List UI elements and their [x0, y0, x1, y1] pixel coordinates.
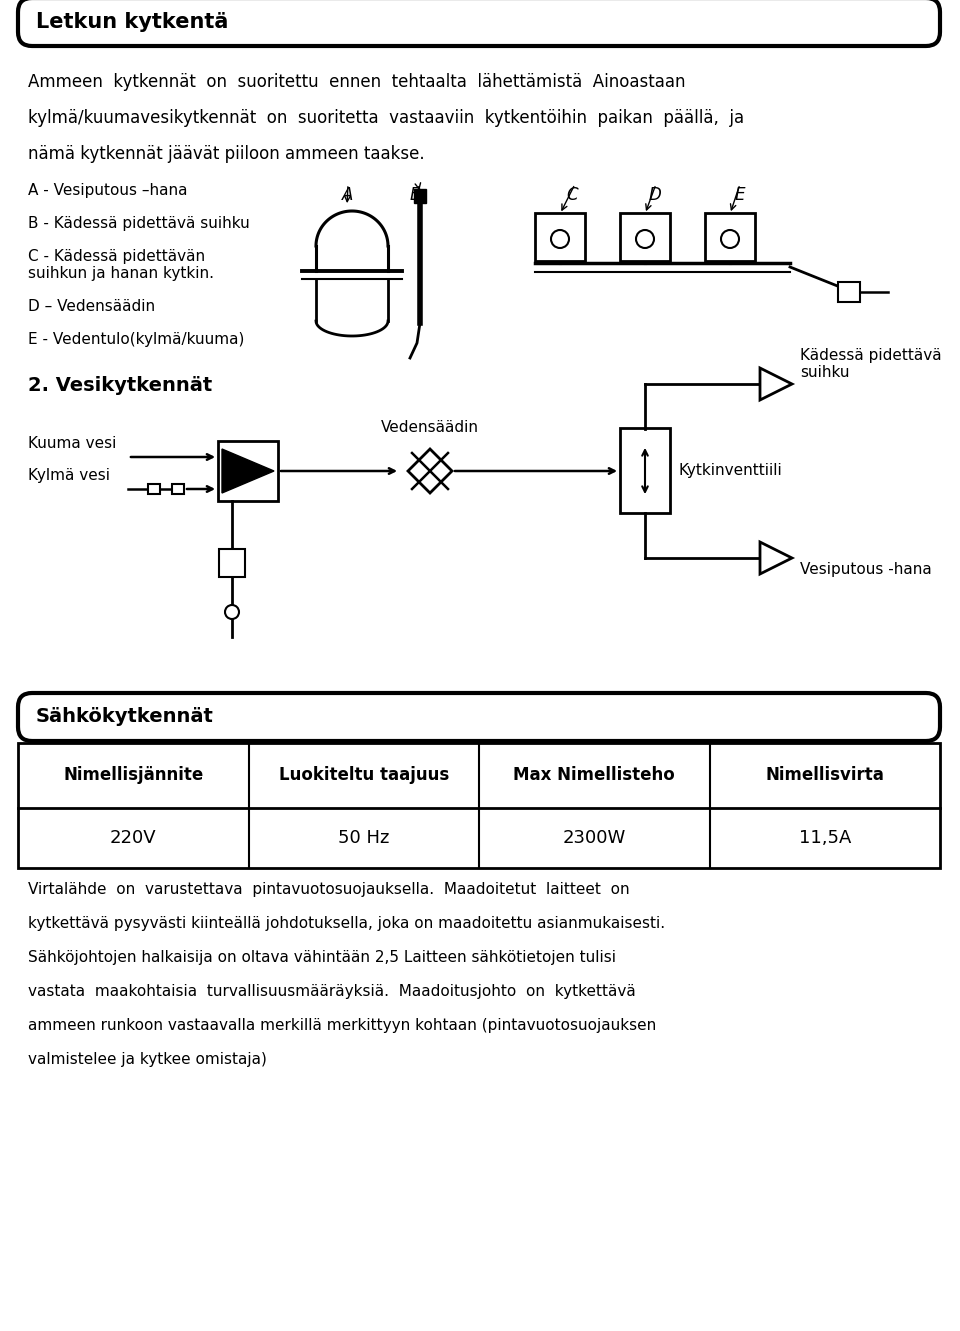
Polygon shape [760, 367, 792, 401]
Text: 11,5A: 11,5A [799, 829, 851, 847]
Text: Nimellisjännite: Nimellisjännite [63, 767, 204, 784]
Text: C - Kädessä pidettävän
suihkun ja hanan kytkin.: C - Kädessä pidettävän suihkun ja hanan … [28, 249, 214, 281]
Text: Virtalähde  on  varustettava  pintavuotosuojauksella.  Maadoitetut  laitteet  on: Virtalähde on varustettava pintavuotosuo… [28, 882, 630, 897]
Text: Ammeen  kytkennät  on  suoritettu  ennen  tehtaalta  lähettämistä  Ainoastaan: Ammeen kytkennät on suoritettu ennen teh… [28, 73, 685, 91]
Text: 2300W: 2300W [563, 829, 626, 847]
Text: ammeen runkoon vastaavalla merkillä merkittyyn kohtaan (pintavuotosuojauksen: ammeen runkoon vastaavalla merkillä merk… [28, 1018, 657, 1033]
Polygon shape [222, 449, 274, 492]
Text: B: B [409, 186, 420, 204]
Text: 220V: 220V [110, 829, 156, 847]
Text: Nimellisvirta: Nimellisvirta [765, 767, 884, 784]
Text: valmistelee ja kytkee omistaja): valmistelee ja kytkee omistaja) [28, 1051, 267, 1067]
Text: B - Kädessä pidettävä suihku: B - Kädessä pidettävä suihku [28, 216, 250, 232]
Circle shape [225, 606, 239, 619]
Circle shape [551, 230, 569, 248]
Text: vastata  maakohtaisia  turvallisuusmääräyksiä.  Maadoitusjohto  on  kytkettävä: vastata maakohtaisia turvallisuusmääräyk… [28, 984, 636, 1000]
FancyBboxPatch shape [18, 693, 940, 741]
Bar [705, 213, 755, 261]
Bar [620, 429, 670, 512]
Bar [219, 548, 245, 578]
Text: C: C [566, 186, 578, 204]
Bar [535, 213, 585, 261]
Text: A - Vesiputous –hana: A - Vesiputous –hana [28, 182, 187, 198]
Text: Sähköjohtojen halkaisija on oltava vähintään 2,5 Laitteen sähkötietojen tulisi: Sähköjohtojen halkaisija on oltava vähin… [28, 950, 616, 965]
Text: E: E [734, 186, 745, 204]
Text: Kuuma vesi: Kuuma vesi [28, 437, 116, 451]
Text: Max Nimellisteho: Max Nimellisteho [514, 767, 675, 784]
Text: nämä kytkennät jäävät piiloon ammeen taakse.: nämä kytkennät jäävät piiloon ammeen taa… [28, 145, 424, 162]
Text: Kylmä vesi: Kylmä vesi [28, 469, 110, 483]
Text: Luokiteltu taajuus: Luokiteltu taajuus [278, 767, 449, 784]
Text: kytkettävä pysyvästi kiinteällä johdotuksella, joka on maadoitettu asianmukaises: kytkettävä pysyvästi kiinteällä johdotuk… [28, 916, 665, 930]
Text: kylmä/kuumavesikytkennät  on  suoritetta  vastaaviin  kytkentöihin  paikan  pääl: kylmä/kuumavesikytkennät on suoritetta v… [28, 109, 744, 126]
Text: A: A [343, 186, 353, 204]
Text: 50 Hz: 50 Hz [338, 829, 390, 847]
Polygon shape [408, 449, 452, 492]
Text: Vedensäädin: Vedensäädin [381, 421, 479, 435]
Polygon shape [760, 542, 792, 574]
Text: Vesiputous -hana: Vesiputous -hana [800, 562, 932, 578]
Text: 2. Vesikytkennät: 2. Vesikytkennät [28, 375, 212, 395]
Bar [18, 743, 940, 868]
Text: D: D [649, 186, 661, 204]
Circle shape [636, 230, 654, 248]
Text: Letkun kytkentä: Letkun kytkentä [36, 12, 228, 32]
Bar [838, 282, 860, 302]
Text: Kädessä pidettävä
suihku: Kädessä pidettävä suihku [800, 347, 942, 379]
Text: D – Vedensäädin: D – Vedensäädin [28, 299, 156, 314]
Bar [620, 213, 670, 261]
Circle shape [721, 230, 739, 248]
Bar [218, 441, 278, 500]
Text: Sähkökytkennät: Sähkökytkennät [36, 708, 214, 727]
Bar [172, 484, 184, 494]
Text: Kytkinventtiili: Kytkinventtiili [678, 463, 781, 479]
FancyBboxPatch shape [18, 0, 940, 47]
Bar [148, 484, 160, 494]
Text: E - Vedentulo(kylmä/kuuma): E - Vedentulo(kylmä/kuuma) [28, 331, 245, 347]
Bar [414, 189, 426, 204]
